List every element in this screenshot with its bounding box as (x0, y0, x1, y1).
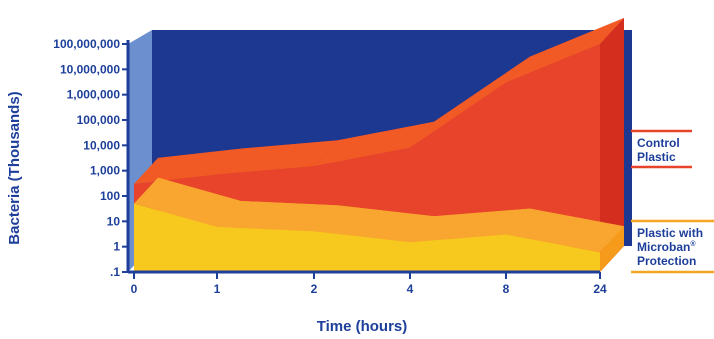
y-axis-title: Bacteria (Thousands) (6, 91, 23, 244)
y-tick-label-9: .1 (110, 265, 120, 279)
y-tick-label-4: 10,000 (83, 138, 120, 152)
series-0-top-ribbon-4 (506, 18, 624, 83)
series-0-top-ribbon-0 (134, 148, 241, 184)
series-1-top-ribbon-3 (410, 208, 530, 243)
legend-microban-label-line2: Microban® (637, 240, 696, 254)
chart-area-series (133, 18, 624, 272)
series-0-top-ribbon-3 (410, 56, 530, 148)
x-tick-label-5: 24 (593, 282, 607, 296)
y-tick-label-0: 100,000,000 (53, 37, 120, 51)
series-0-top-ribbon-1 (217, 140, 338, 175)
legend-microban-label-line1: Plastic with (637, 226, 703, 240)
x-axis-tick-labels: 0 1 2 4 8 24 (131, 272, 607, 296)
y-tick-label-6: 100 (100, 189, 120, 203)
y-axis-tick-labels: 100,000,000 10,000,000 1,000,000 100,000 10,… (53, 37, 128, 279)
y-tick-label-1: 10,000,000 (60, 62, 120, 76)
chart-axes (126, 40, 600, 274)
y-tick-label-7: 10 (107, 214, 121, 228)
series-1-area (134, 203, 600, 272)
y-tick-label-5: 1,000 (90, 164, 120, 178)
series-0-top-ribbon-2 (314, 121, 434, 167)
series-1-top-ribbon-1 (217, 200, 338, 232)
x-axis-title: Time (hours) (317, 318, 408, 335)
x-tick-label-2: 2 (311, 282, 318, 296)
y-tick-label-8: 1 (113, 240, 120, 254)
series-0-end-cap (600, 18, 624, 272)
series-1-end-cap (600, 226, 624, 272)
y-tick-label-2: 1,000,000 (67, 88, 121, 102)
legend-microban-label-line3: Protection (637, 254, 696, 268)
legend-control-label-line2: Plastic (637, 150, 676, 164)
y-tick-label-3: 100,000 (77, 113, 121, 127)
x-tick-label-3: 4 (407, 282, 414, 296)
series-1-top-ribbon-4 (506, 208, 624, 253)
series-1-top-ribbon-0 (134, 177, 241, 227)
x-tick-label-4: 8 (503, 282, 510, 296)
series-1-top-ribbon-2 (314, 205, 434, 243)
x-tick-label-1: 1 (214, 282, 221, 296)
legend-control-label-line1: Control (637, 136, 680, 150)
x-tick-label-0: 0 (131, 282, 138, 296)
